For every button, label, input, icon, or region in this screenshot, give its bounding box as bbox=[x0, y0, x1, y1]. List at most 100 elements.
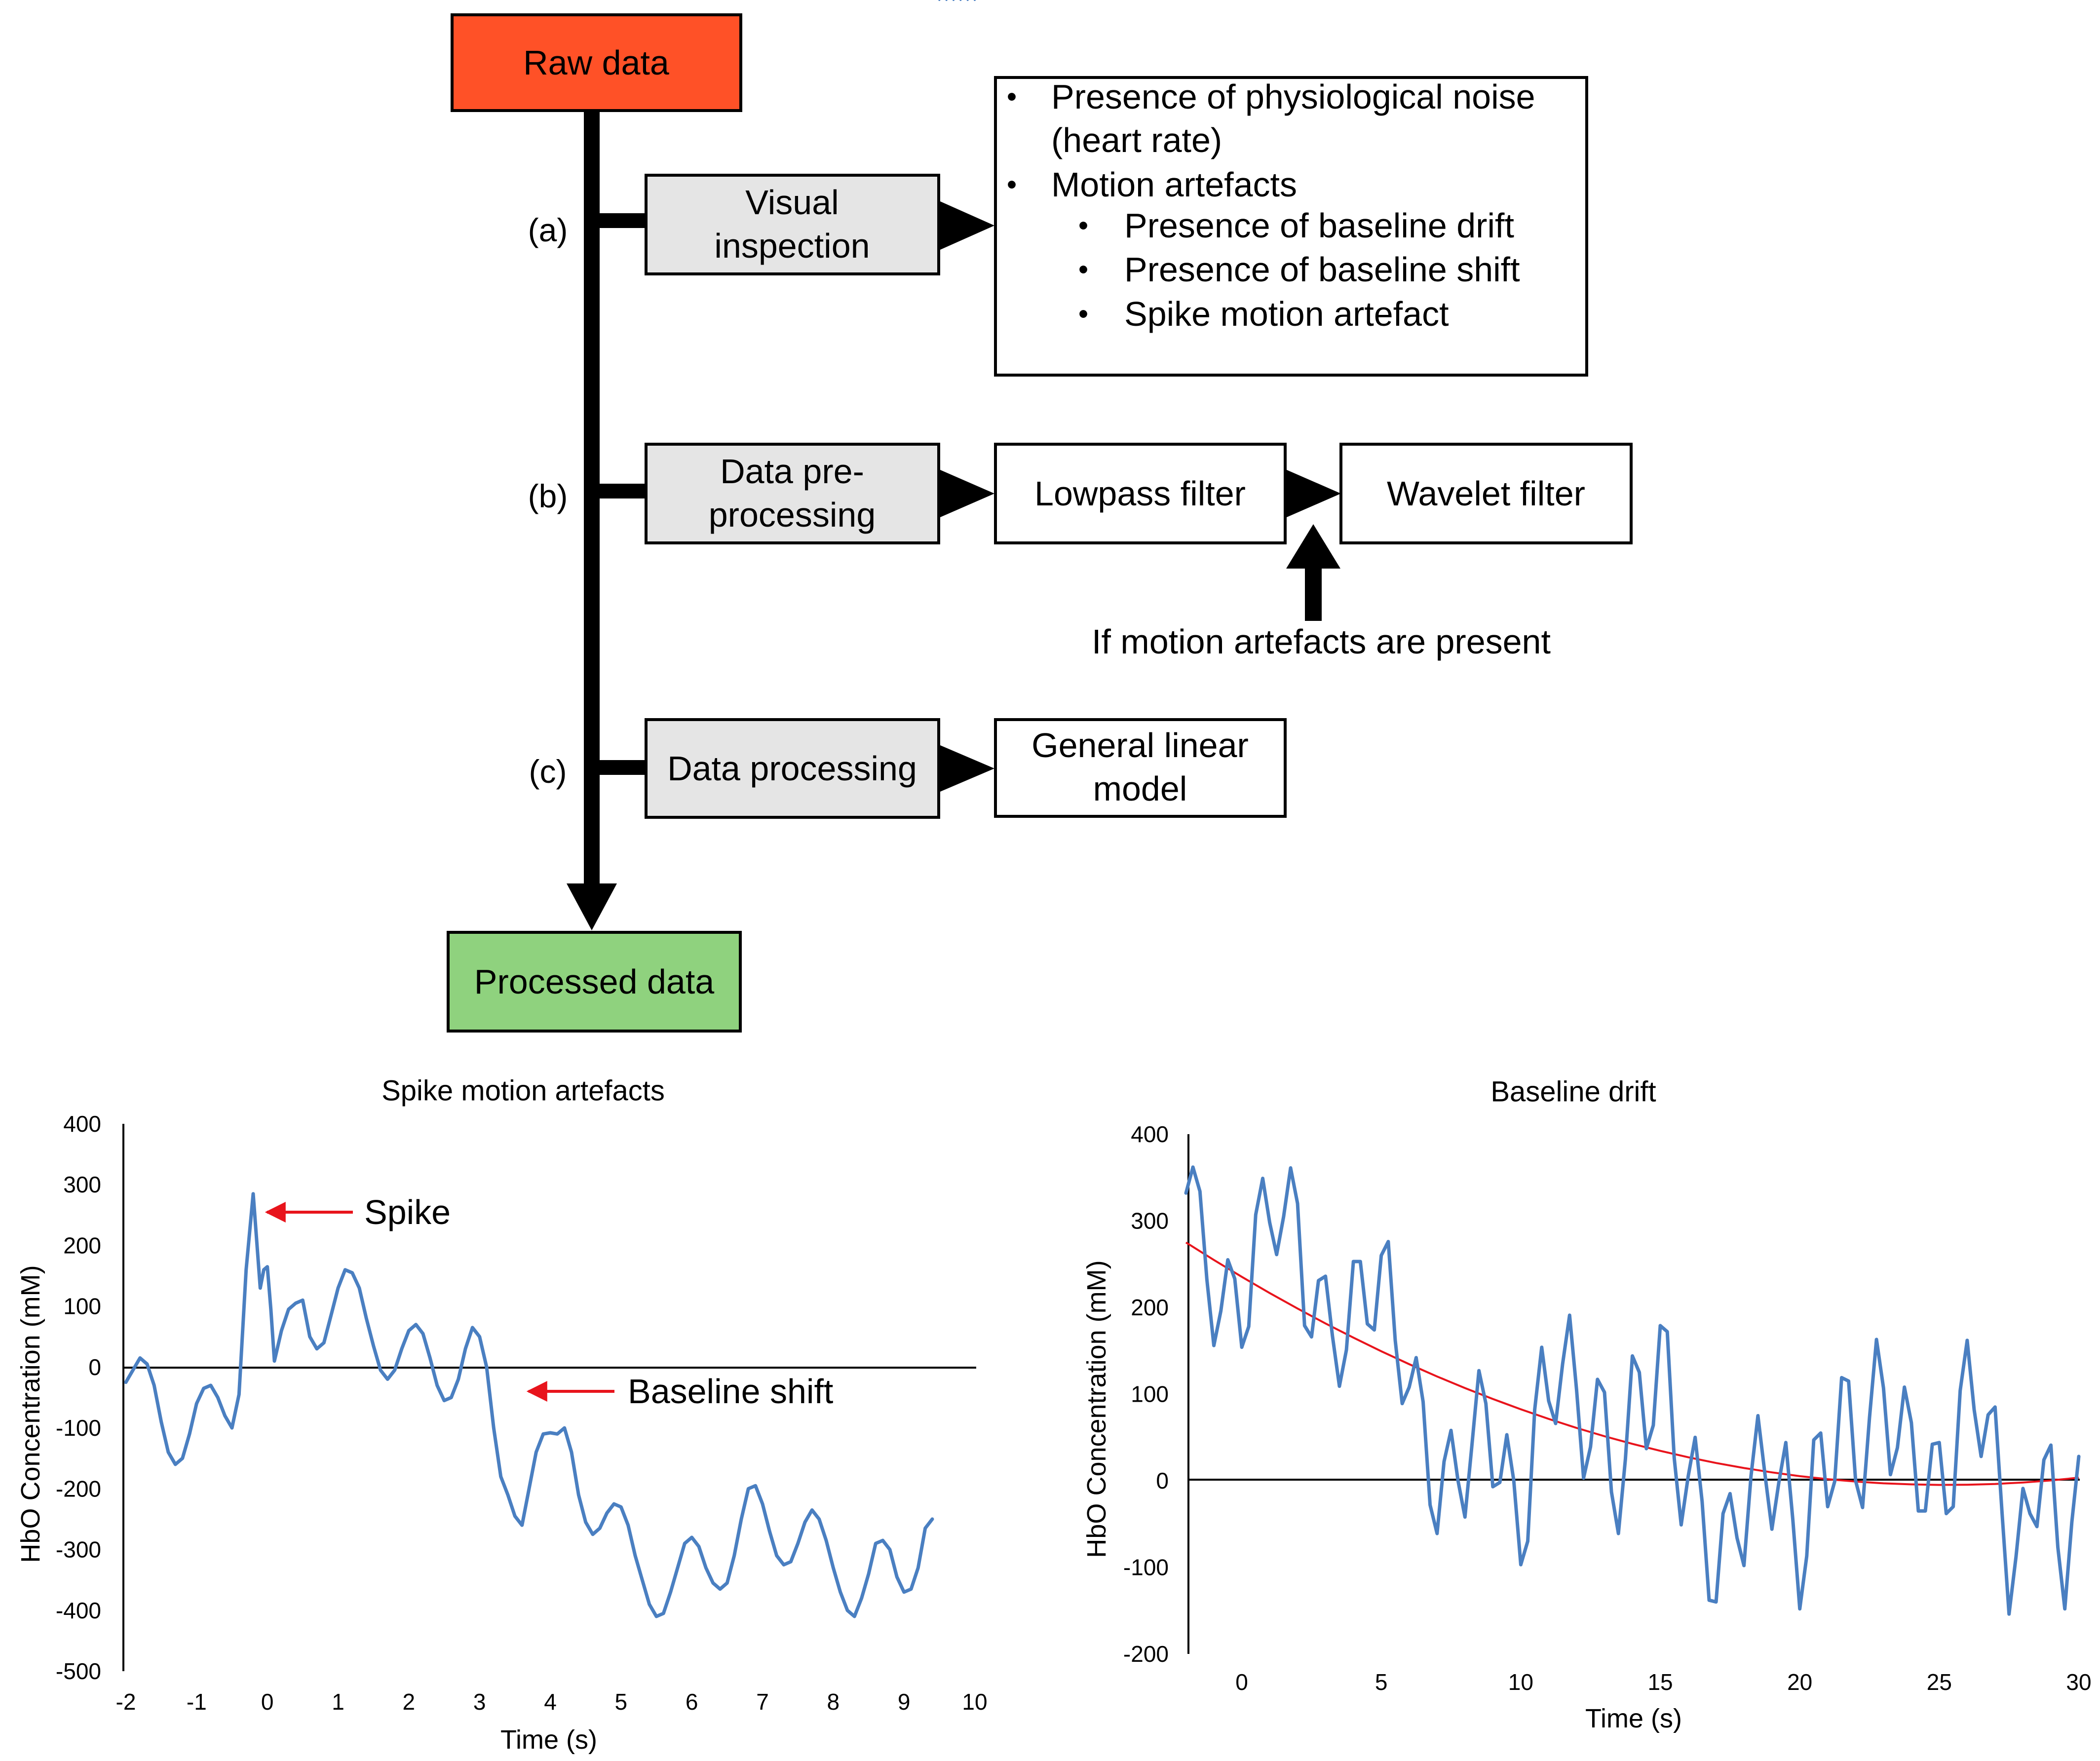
chart2-ytick-label: 400 bbox=[1131, 1121, 1169, 1147]
chart2-data-point bbox=[1324, 1275, 1327, 1277]
chart1-data-point bbox=[316, 1347, 318, 1350]
spine-arrowhead bbox=[567, 883, 617, 930]
chart2-data-point bbox=[1820, 1432, 1822, 1434]
chart1-data-point bbox=[443, 1399, 445, 1402]
chart1-xtick-label: 6 bbox=[686, 1689, 698, 1715]
chart2-data-point bbox=[1540, 1346, 1543, 1348]
chart1-ylabel: HbO Concentration (mM) bbox=[16, 1265, 45, 1563]
chart2-data-point bbox=[1499, 1481, 1501, 1484]
arrow-to-glm bbox=[940, 745, 994, 792]
chart1-data-point bbox=[535, 1451, 537, 1454]
chart2-data-point bbox=[2001, 1511, 2003, 1514]
inspection-list-box bbox=[994, 76, 1588, 377]
chart2-data-point bbox=[1792, 1519, 1794, 1521]
chart2-data-point bbox=[2050, 1444, 2052, 1446]
chart1-data-point bbox=[733, 1554, 735, 1557]
chart1-data-point bbox=[599, 1527, 601, 1530]
chart1-data-point bbox=[263, 1268, 265, 1271]
chart1-data-point bbox=[974, 0, 976, 1]
chart2-ytick-label: 0 bbox=[1156, 1468, 1169, 1493]
chart1-data-point bbox=[641, 1579, 644, 1581]
chart2-data-point bbox=[1945, 1512, 1947, 1515]
chart2-data-point bbox=[1380, 1254, 1382, 1257]
list-item-motion-artefacts: Motion artefacts bbox=[1051, 165, 1297, 204]
chart1-data-point bbox=[924, 1527, 926, 1530]
chart1-data-point bbox=[323, 1341, 325, 1344]
sublist-bullet-1: • bbox=[1078, 210, 1088, 242]
chart2-data-point bbox=[1506, 1434, 1508, 1436]
chart1-data-point bbox=[210, 1384, 212, 1386]
chart1-ytick-label: -200 bbox=[56, 1476, 101, 1501]
chart1-data-point bbox=[478, 1336, 481, 1338]
chart1-data-point bbox=[825, 1539, 827, 1542]
chart1-ytick-label: 200 bbox=[63, 1232, 101, 1258]
chart1-data-point bbox=[372, 1344, 375, 1347]
preprocessing-line1: Data pre- bbox=[720, 452, 864, 491]
chart1-data-point bbox=[896, 1576, 898, 1578]
chart1-data-point bbox=[408, 1330, 410, 1332]
chart2-data-point bbox=[1924, 1510, 1927, 1512]
chart2-data-point bbox=[1359, 1261, 1362, 1263]
chart2-data-point bbox=[1387, 1240, 1389, 1243]
chart1-data-point bbox=[189, 1433, 191, 1435]
chart2-data-point bbox=[1764, 1473, 1766, 1475]
chart2-data-point bbox=[1638, 1371, 1641, 1374]
chart2-data-point bbox=[1869, 1416, 1871, 1418]
chart1-axes bbox=[122, 1124, 976, 1671]
chart1-xtick-label: -1 bbox=[187, 1689, 207, 1715]
chart2-axes bbox=[1187, 1134, 2080, 1654]
chart1-data-point bbox=[634, 1554, 636, 1557]
chart1-data-point bbox=[620, 1506, 622, 1508]
chart1-data-point bbox=[344, 1268, 346, 1271]
chart2-data-point bbox=[1255, 1214, 1257, 1216]
chart1-xtick-label: 3 bbox=[473, 1689, 486, 1715]
chart2-data-point bbox=[1903, 1386, 1906, 1388]
chart2-data-point bbox=[1220, 1310, 1222, 1312]
sublist-baseline-shift: Presence of baseline shift bbox=[1124, 250, 1520, 289]
chart2-data-point bbox=[1910, 1421, 1912, 1424]
chart1-data-point bbox=[584, 1521, 587, 1524]
chart2-data-point bbox=[1813, 1439, 1815, 1441]
chart2-data-point bbox=[1882, 1387, 1885, 1389]
chart1-data-point bbox=[266, 1265, 268, 1268]
chart1-data-point bbox=[846, 1609, 848, 1611]
chart1-data-point bbox=[903, 1591, 905, 1593]
chart1-data-point bbox=[868, 1572, 870, 1575]
chart1-data-point bbox=[853, 1615, 856, 1618]
chart2-data-point bbox=[1666, 1331, 1669, 1333]
chart2-data-point bbox=[1555, 1422, 1557, 1425]
chart2-data-point bbox=[1687, 1475, 1689, 1478]
chart2-data-point bbox=[1491, 1486, 1494, 1488]
chart2-data-point bbox=[1889, 1473, 1892, 1476]
chart2-data-point bbox=[1980, 1455, 1983, 1457]
chart2-data-point bbox=[1345, 1349, 1348, 1351]
chart2-data-point bbox=[1701, 1500, 1703, 1503]
chart1-data-point bbox=[839, 1591, 841, 1593]
chart1-data-point bbox=[577, 1493, 580, 1496]
chart2-points bbox=[1185, 1166, 2080, 1615]
chart2-data-point bbox=[1840, 1377, 1843, 1379]
chart2-data-point bbox=[1645, 1448, 1647, 1450]
chart1-data-point bbox=[627, 1524, 629, 1527]
chart2-data-point bbox=[1833, 1480, 1836, 1483]
chart2-data-point bbox=[1261, 1177, 1264, 1180]
chart1-points bbox=[125, 0, 976, 1618]
chart1-xtick-label: 7 bbox=[756, 1689, 769, 1715]
chart2-data-point bbox=[1966, 1339, 1968, 1341]
chart2-data-point bbox=[1513, 1480, 1515, 1482]
chart2-data-point bbox=[1562, 1363, 1564, 1365]
chart2-data-point bbox=[1582, 1477, 1585, 1479]
chart2-data-point bbox=[1938, 1441, 1941, 1444]
chart2-data-point bbox=[1959, 1389, 1961, 1392]
chart2-xtick-label: 20 bbox=[1787, 1669, 1812, 1695]
chart1-data-point bbox=[542, 1433, 544, 1435]
chart1-data-point bbox=[698, 1545, 700, 1548]
chart1-data-point bbox=[436, 1384, 438, 1386]
chart1-ytick-label: 0 bbox=[88, 1354, 101, 1380]
chart2-data-point bbox=[2036, 1526, 2038, 1528]
chart1-data-point bbox=[224, 1415, 226, 1417]
flowchart: Raw data Processed data (a) (b) (c) Visu… bbox=[447, 13, 1633, 1033]
chart1-data-point bbox=[252, 1192, 254, 1195]
chart1-data-point bbox=[308, 1336, 311, 1338]
sublist-spike-artefact: Spike motion artefact bbox=[1124, 295, 1449, 333]
